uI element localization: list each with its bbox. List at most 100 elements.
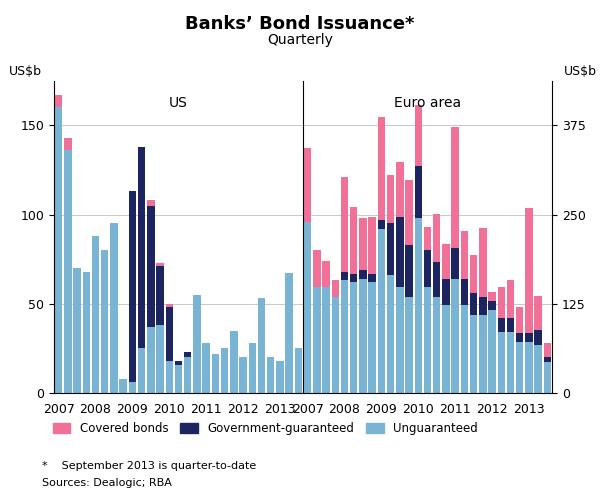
Bar (157, 263, 164, 266)
Bar (368, 217, 376, 274)
Bar (470, 255, 478, 293)
Bar (433, 297, 440, 393)
Bar (258, 298, 265, 393)
Bar (396, 287, 404, 393)
Bar (507, 333, 514, 393)
Bar (341, 177, 348, 272)
Bar (359, 279, 367, 393)
Bar (461, 305, 468, 393)
Bar (110, 223, 118, 393)
Bar (350, 282, 358, 393)
Bar (516, 342, 523, 393)
Bar (322, 261, 330, 287)
Bar (55, 107, 62, 393)
Bar (138, 147, 145, 348)
Bar (230, 331, 238, 393)
Bar (516, 333, 523, 342)
Bar (525, 333, 533, 342)
Bar (286, 274, 293, 393)
Bar (267, 357, 274, 393)
Bar (451, 279, 459, 393)
Bar (424, 227, 431, 249)
Bar (73, 268, 81, 393)
Bar (341, 272, 348, 280)
Bar (304, 222, 311, 393)
Bar (239, 357, 247, 393)
Bar (488, 292, 496, 301)
Bar (461, 279, 468, 305)
Bar (64, 138, 71, 150)
Bar (406, 244, 413, 297)
Bar (193, 295, 200, 393)
Bar (497, 287, 505, 318)
Bar (488, 309, 496, 393)
Bar (147, 206, 155, 327)
Bar (516, 307, 523, 333)
Bar (544, 343, 551, 357)
Bar (415, 105, 422, 166)
Bar (461, 231, 468, 279)
Text: US: US (169, 96, 188, 110)
Bar (55, 95, 62, 107)
Bar (433, 263, 440, 297)
Bar (479, 314, 487, 393)
Bar (424, 287, 431, 393)
Bar (368, 282, 376, 393)
Bar (175, 361, 182, 364)
Bar (535, 330, 542, 345)
Bar (157, 266, 164, 325)
Bar (304, 148, 311, 222)
Bar (147, 327, 155, 393)
Bar (479, 297, 487, 314)
Bar (276, 361, 284, 393)
Legend: Covered bonds, Government-guaranteed, Unguaranteed: Covered bonds, Government-guaranteed, Un… (48, 418, 482, 440)
Bar (387, 275, 394, 393)
Text: US$b: US$b (9, 65, 42, 78)
Bar (535, 296, 542, 330)
Bar (415, 166, 422, 218)
Bar (350, 274, 358, 282)
Bar (497, 318, 505, 333)
Bar (313, 287, 320, 393)
Bar (406, 297, 413, 393)
Bar (202, 343, 210, 393)
Bar (119, 379, 127, 393)
Bar (341, 280, 348, 393)
Bar (221, 348, 229, 393)
Bar (451, 248, 459, 279)
Bar (166, 304, 173, 307)
Bar (442, 279, 449, 305)
Bar (424, 249, 431, 287)
Bar (359, 270, 367, 279)
Bar (479, 228, 487, 297)
Bar (359, 218, 367, 270)
Bar (387, 223, 394, 275)
Bar (332, 280, 339, 297)
Text: Euro area: Euro area (394, 96, 461, 110)
Bar (387, 175, 394, 223)
Bar (147, 200, 155, 206)
Bar (184, 352, 191, 357)
Text: Quarterly: Quarterly (267, 33, 333, 47)
Text: Banks’ Bond Issuance*: Banks’ Bond Issuance* (185, 15, 415, 33)
Bar (442, 244, 449, 279)
Bar (83, 272, 90, 393)
Bar (544, 362, 551, 393)
Bar (92, 236, 99, 393)
Bar (442, 305, 449, 393)
Bar (507, 318, 514, 333)
Bar (212, 354, 219, 393)
Bar (64, 150, 71, 393)
Bar (433, 214, 440, 263)
Bar (544, 357, 551, 362)
Bar (396, 217, 404, 287)
Bar (184, 357, 191, 393)
Bar (128, 383, 136, 393)
Bar (406, 180, 413, 244)
Bar (396, 162, 404, 217)
Bar (128, 192, 136, 383)
Bar (470, 314, 478, 393)
Bar (488, 301, 496, 309)
Bar (138, 348, 145, 393)
Bar (157, 325, 164, 393)
